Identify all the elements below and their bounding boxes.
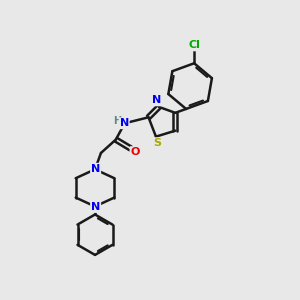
Text: N: N	[119, 118, 129, 128]
Text: H: H	[113, 116, 122, 126]
Text: Cl: Cl	[188, 40, 200, 50]
Text: O: O	[130, 147, 140, 157]
Text: N: N	[152, 95, 161, 105]
Text: N: N	[91, 202, 100, 212]
Text: N: N	[91, 164, 100, 174]
Text: S: S	[153, 138, 161, 148]
